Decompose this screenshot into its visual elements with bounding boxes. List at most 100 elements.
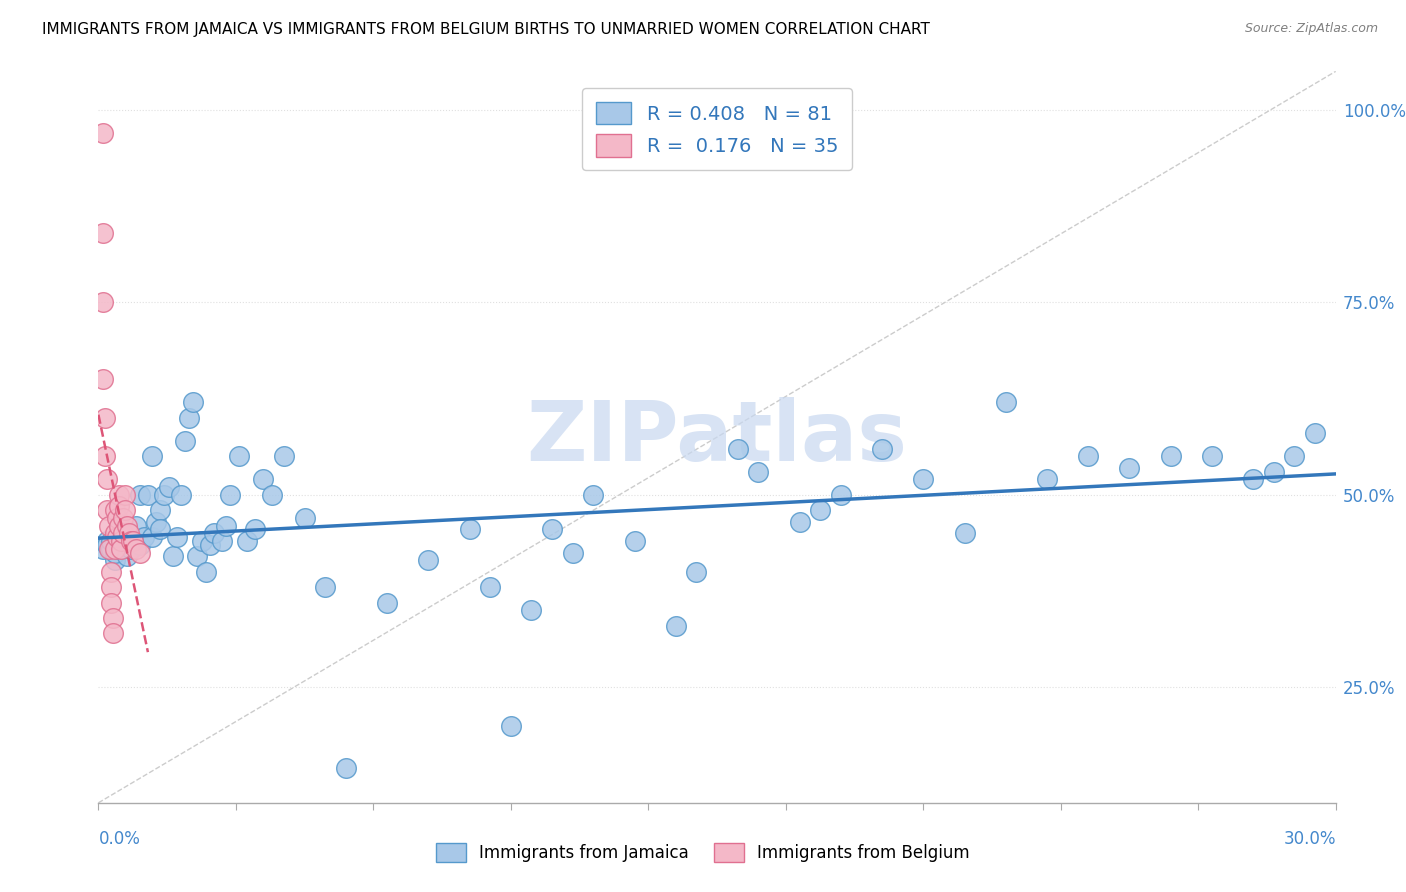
Point <box>104 503 127 517</box>
Point <box>194 565 217 579</box>
Point <box>541 523 564 537</box>
Point <box>375 596 398 610</box>
Point <box>179 410 201 425</box>
Point <box>124 518 146 533</box>
Point <box>96 534 118 549</box>
Point <box>186 549 208 564</box>
Point <box>105 530 128 544</box>
Point <box>166 530 188 544</box>
Point <box>215 518 238 533</box>
Point <box>499 719 522 733</box>
Point <box>124 541 146 556</box>
Point <box>108 541 131 556</box>
Point <box>96 472 118 486</box>
Point <box>141 450 163 464</box>
Point <box>1201 450 1223 464</box>
Point <box>101 611 124 625</box>
Point <box>1118 461 1140 475</box>
Point <box>190 534 212 549</box>
Point <box>112 511 135 525</box>
Point <box>157 480 180 494</box>
Point <box>1263 465 1285 479</box>
Point <box>665 618 688 632</box>
Point <box>114 488 136 502</box>
Point <box>260 488 283 502</box>
Legend: R = 0.408   N = 81, R =  0.176   N = 35: R = 0.408 N = 81, R = 0.176 N = 35 <box>582 88 852 170</box>
Point <box>128 538 150 552</box>
Point <box>228 450 250 464</box>
Point <box>418 553 440 567</box>
Point <box>145 515 167 529</box>
Point <box>830 488 852 502</box>
Point <box>105 511 128 525</box>
Point <box>112 538 135 552</box>
Point <box>100 596 122 610</box>
Point <box>100 565 122 579</box>
Point <box>122 534 145 549</box>
Point <box>727 442 749 456</box>
Point <box>117 530 139 544</box>
Point <box>149 503 172 517</box>
Point <box>136 488 159 502</box>
Point <box>110 541 132 556</box>
Point <box>994 395 1017 409</box>
Point <box>1077 450 1099 464</box>
Point <box>117 549 139 564</box>
Point <box>520 603 543 617</box>
Point <box>153 488 176 502</box>
Point <box>108 518 131 533</box>
Point <box>623 534 645 549</box>
Point <box>243 523 266 537</box>
Point <box>100 580 122 594</box>
Point <box>91 226 114 240</box>
Point <box>104 545 127 559</box>
Point <box>120 534 142 549</box>
Text: Source: ZipAtlas.com: Source: ZipAtlas.com <box>1244 22 1378 36</box>
Point <box>112 518 135 533</box>
Point <box>112 526 135 541</box>
Point <box>808 503 831 517</box>
Point <box>458 523 481 537</box>
Point <box>141 530 163 544</box>
Point <box>219 488 242 502</box>
Point <box>335 761 357 775</box>
Legend: Immigrants from Jamaica, Immigrants from Belgium: Immigrants from Jamaica, Immigrants from… <box>427 834 979 871</box>
Point <box>211 534 233 549</box>
Point <box>104 553 127 567</box>
Point <box>108 500 131 514</box>
Point <box>789 515 811 529</box>
Point <box>685 565 707 579</box>
Point <box>97 518 120 533</box>
Point <box>96 503 118 517</box>
Point <box>91 295 114 310</box>
Point <box>101 626 124 640</box>
Point <box>91 372 114 386</box>
Point <box>110 534 132 549</box>
Point <box>236 534 259 549</box>
Point <box>561 545 583 559</box>
Point <box>91 541 114 556</box>
Point <box>97 541 120 556</box>
Text: 30.0%: 30.0% <box>1284 830 1336 847</box>
Point <box>953 526 976 541</box>
Point <box>181 395 204 409</box>
Point <box>170 488 193 502</box>
Point <box>93 450 115 464</box>
Point <box>128 488 150 502</box>
Point <box>252 472 274 486</box>
Point <box>479 580 502 594</box>
Point <box>120 541 142 556</box>
Point <box>108 523 131 537</box>
Point <box>108 488 131 502</box>
Point <box>198 538 221 552</box>
Point <box>149 523 172 537</box>
Point <box>104 526 127 541</box>
Point <box>100 534 122 549</box>
Point <box>91 126 114 140</box>
Point <box>1284 450 1306 464</box>
Point <box>118 526 141 541</box>
Point <box>93 410 115 425</box>
Point <box>96 538 118 552</box>
Point <box>747 465 769 479</box>
Point <box>1303 426 1326 441</box>
